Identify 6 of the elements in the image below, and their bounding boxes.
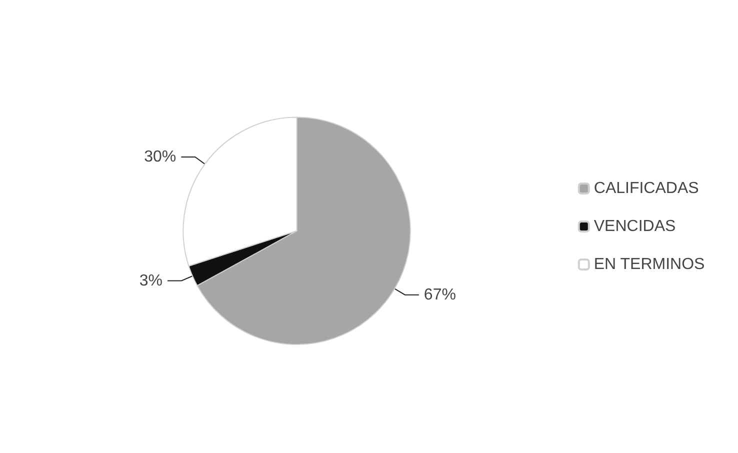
data-label: 3%	[139, 272, 163, 290]
data-label: 67%	[424, 286, 456, 304]
legend-label: CALIFICADAS	[594, 180, 699, 197]
legend-label: EN TERMINOS	[594, 256, 705, 273]
data-label: 30%	[144, 148, 176, 166]
legend-label: VENCIDAS	[594, 218, 676, 235]
